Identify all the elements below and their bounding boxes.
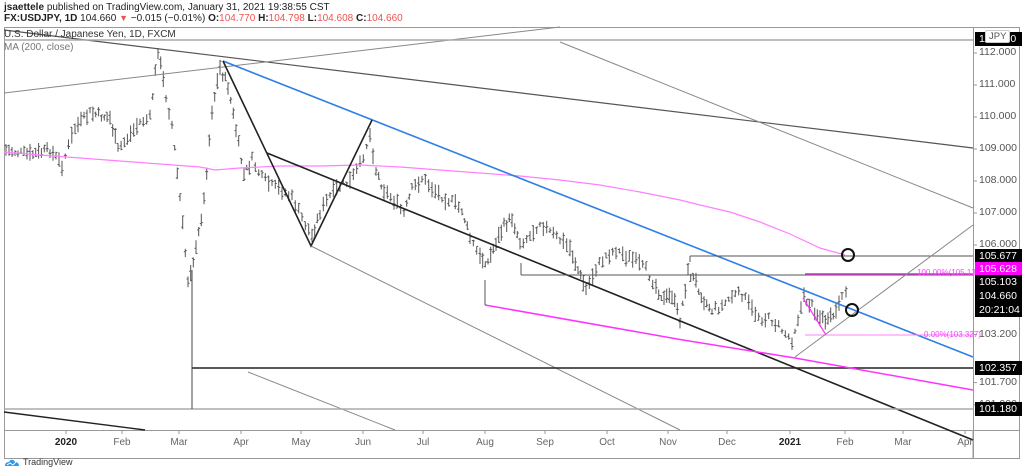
price-label: 101.180 (975, 402, 1022, 416)
x-tick-label: Oct (599, 437, 615, 448)
close-value: 104.660 (366, 13, 403, 24)
chart-frame (4, 27, 1020, 459)
x-tick-label: Aug (476, 437, 494, 448)
pattern-abc (222, 60, 373, 248)
trendline-blue (222, 60, 974, 358)
price-label: 102.357 (975, 361, 1022, 375)
y-tick-label: 109.000 (979, 142, 1017, 154)
series-legend[interactable]: U.S. Dollar / Japanese Yen, 1D, FXCM (4, 29, 176, 40)
y-tick-label: 107.000 (979, 206, 1017, 218)
x-tick-label: Apr (233, 437, 249, 448)
x-tick-label: Mar (894, 437, 912, 448)
high-value: 104.798 (268, 13, 305, 24)
channel-lower-grey (310, 245, 681, 431)
x-tick-label: Feb (836, 437, 854, 448)
price-label: 20:21:04 (975, 303, 1022, 317)
open-value: 104.770 (219, 13, 256, 24)
publisher-name[interactable]: jsaettele (4, 2, 45, 13)
trendline-magenta (484, 304, 974, 391)
fib-0-label: 0.00%(103.327) (924, 330, 981, 339)
price-change: −0.015 (−0.01%) (130, 13, 206, 24)
brand-text: TradingView (23, 457, 73, 467)
trendline-bottom-left (3, 411, 146, 431)
y-tick-label: 108.000 (979, 174, 1017, 186)
publish-info: jsaettele published on TradingView.com, … (4, 2, 330, 13)
currency-badge[interactable]: JPY (985, 30, 1011, 43)
close-label: C: (356, 13, 367, 24)
price-label: 104.660 (975, 289, 1022, 303)
x-tick-label: Nov (659, 437, 677, 448)
symbol-name: FX:USDJPY, 1D (4, 13, 78, 24)
trendline-lower-black (266, 152, 974, 441)
trendline-rising-2021 (794, 224, 974, 358)
circle-marker-break (845, 303, 859, 317)
last-price: 104.660 (80, 13, 117, 24)
trendline-grey-channel-upper (559, 41, 974, 209)
y-tick-label: 101.700 (979, 375, 1017, 388)
price-label: 105.677 (975, 249, 1022, 263)
open-label: O: (208, 13, 220, 24)
circle-marker-ma (841, 248, 855, 262)
ma-legend[interactable]: MA (200, close) (4, 42, 74, 53)
x-tick-label: May (291, 437, 311, 448)
trendline-upper-black (3, 29, 974, 149)
x-tick-label: Mar (170, 437, 188, 448)
symbol-info-bar: FX:USDJPY, 1D 104.660 ▼ −0.015 (−0.01%) … (4, 13, 403, 24)
x-tick-label: Apr (957, 437, 973, 448)
y-tick-label: 112.000 (979, 46, 1017, 58)
x-tick-label: Sep (536, 437, 554, 448)
low-value: 104.608 (317, 13, 354, 24)
x-tick-label: Feb (113, 437, 131, 448)
down-arrow-icon: ▼ (119, 13, 128, 23)
price-label: 105.103 (975, 275, 1022, 289)
tradingview-logo[interactable]: TradingView (4, 457, 73, 467)
x-tick-label: Jul (416, 437, 430, 448)
x-tick-label: Dec (718, 437, 736, 448)
y-tick-label: 106.000 (979, 238, 1017, 250)
fib-100-label: 100.00%(105.133) (917, 268, 983, 277)
cloud-icon (5, 459, 19, 466)
x-tick-label: 2021 (778, 437, 802, 448)
price-label: 105.628 (975, 262, 1022, 276)
ma-200-line (3, 151, 846, 256)
ohlc-bars (4, 48, 848, 350)
y-tick-label: 111.000 (979, 78, 1016, 90)
publish-text: published on TradingView.com, January 31… (46, 2, 330, 13)
channel-lower-grey-2 (247, 371, 396, 431)
low-label: L: (307, 13, 318, 24)
x-tick-label: Jun (354, 437, 372, 448)
y-tick-label: 103.200 (979, 327, 1017, 340)
trendline-rising-grey (3, 26, 561, 94)
x-tick-label: 2020 (54, 437, 78, 448)
y-tick-label: 110.000 (979, 110, 1017, 122)
high-label: H: (258, 13, 269, 24)
